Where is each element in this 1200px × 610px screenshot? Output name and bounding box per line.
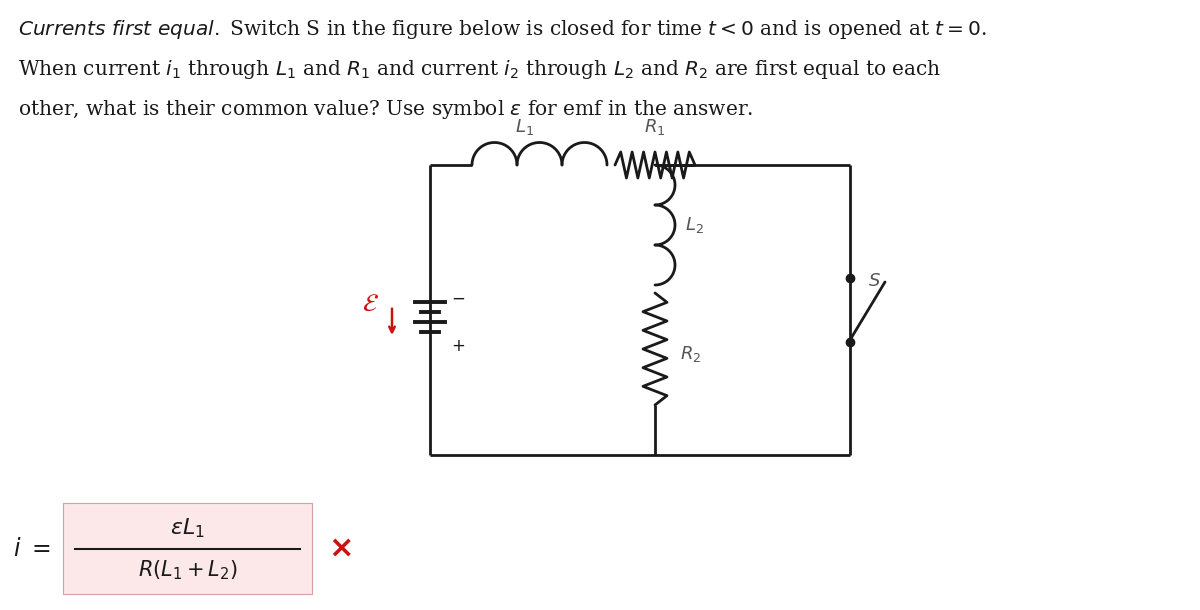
- Text: $\varepsilon L_1$: $\varepsilon L_1$: [170, 517, 205, 540]
- Text: $\it{Currents\ first\ equal.}$ Switch S in the figure below is closed for time $: $\it{Currents\ first\ equal.}$ Switch S …: [18, 18, 986, 41]
- Text: $-$: $-$: [451, 289, 466, 307]
- Text: $S$: $S$: [868, 272, 881, 290]
- Text: other, what is their common value? Use symbol $\varepsilon$ for emf in the answe: other, what is their common value? Use s…: [18, 98, 754, 121]
- Text: $R(L_1 + L_2)$: $R(L_1 + L_2)$: [138, 559, 238, 583]
- Text: $R_1$: $R_1$: [644, 117, 666, 137]
- Text: $\mathbf{\times}$: $\mathbf{\times}$: [328, 534, 352, 563]
- Text: $+$: $+$: [451, 337, 466, 355]
- Text: $\mathcal{E}$: $\mathcal{E}$: [361, 292, 378, 316]
- Text: $R_2$: $R_2$: [680, 344, 701, 364]
- FancyBboxPatch shape: [64, 503, 312, 594]
- Text: $i\ =$: $i\ =$: [13, 537, 52, 561]
- Text: $L_1$: $L_1$: [515, 117, 534, 137]
- Text: $L_2$: $L_2$: [685, 215, 703, 235]
- Text: When current $i_1$ through $L_1$ and $R_1$ and current $i_2$ through $L_2$ and $: When current $i_1$ through $L_1$ and $R_…: [18, 58, 942, 81]
